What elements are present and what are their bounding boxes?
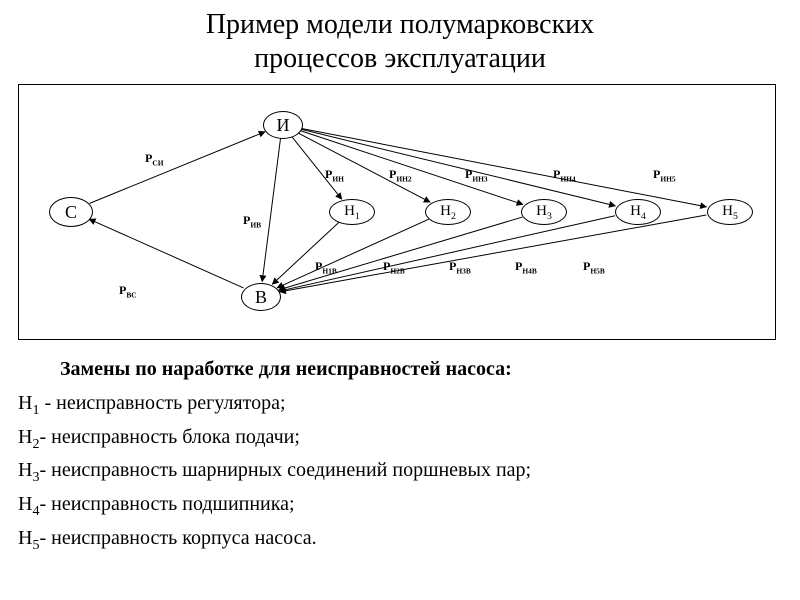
edge-label-V-C: РВС <box>119 283 137 299</box>
subtitle: Замены по наработке для неисправностей н… <box>60 358 512 381</box>
fault-sep: - <box>39 527 51 549</box>
fault-row-3: Н3- неисправность шарнирных соединений п… <box>18 455 531 489</box>
node-h1: Н1 <box>329 199 375 225</box>
fault-key: Н2 <box>18 426 39 448</box>
fault-text: неисправность регулятора; <box>56 392 285 414</box>
edge-label-I-H3: РИН3 <box>465 167 488 183</box>
title-line-2: процессов эксплуатации <box>254 43 546 74</box>
edge-C-I <box>90 132 265 204</box>
fault-sep: - <box>39 459 51 481</box>
fault-list: Н1 - неисправность регулятора;Н2- неиспр… <box>18 388 531 556</box>
fault-row-2: Н2- неисправность блока подачи; <box>18 422 531 456</box>
edge-label-H1-V: РН1В <box>315 259 337 275</box>
page-title: Пример модели полумарковских процессов э… <box>0 0 800 75</box>
fault-key: Н3 <box>18 459 39 481</box>
edge-label-H2-V: РН2В <box>383 259 405 275</box>
diagram-edges <box>19 85 775 339</box>
fault-key: Н4 <box>18 493 39 515</box>
fault-row-4: Н4- неисправность подшипника; <box>18 489 531 523</box>
fault-text: неисправность корпуса насоса. <box>51 527 316 549</box>
edge-V-C <box>89 219 243 288</box>
edge-label-I-H4: РИН4 <box>553 167 576 183</box>
edge-label-H5-V: РН5В <box>583 259 605 275</box>
node-i: И <box>263 111 303 139</box>
node-v: В <box>241 283 281 311</box>
edge-H2-V <box>277 219 429 288</box>
edge-H3-V <box>279 217 523 290</box>
edge-I-V <box>262 138 280 281</box>
edge-label-H4-V: РН4В <box>515 259 537 275</box>
fault-key: Н1 <box>18 392 39 414</box>
title-line-1: Пример модели полумарковских <box>206 9 594 40</box>
state-diagram: И С В Н1 Н2 Н3 Н4 Н5 РСИ РИВ РВС РИН РИН2 РИН3 РИН4 РИ… <box>18 84 776 340</box>
node-h5: Н5 <box>707 199 753 225</box>
node-h3: Н3 <box>521 199 567 225</box>
fault-text: неисправность шарнирных соединений поршн… <box>51 459 531 481</box>
edge-label-I-H2: РИН2 <box>389 167 412 183</box>
edge-label-C-I: РСИ <box>145 151 164 167</box>
edge-H5-V <box>280 215 707 292</box>
node-h4: Н4 <box>615 199 661 225</box>
edge-label-H3-V: РН3В <box>449 259 471 275</box>
edge-I-H5 <box>302 128 707 206</box>
fault-sep: - <box>39 392 56 414</box>
edge-H4-V <box>279 216 615 291</box>
edge-label-I-H5: РИН5 <box>653 167 676 183</box>
fault-row-5: Н5- неисправность корпуса насоса. <box>18 523 531 557</box>
edge-label-I-H1: РИН <box>325 167 344 183</box>
fault-sep: - <box>39 426 51 448</box>
fault-row-1: Н1 - неисправность регулятора; <box>18 388 531 422</box>
node-c: С <box>49 197 93 227</box>
node-h2: Н2 <box>425 199 471 225</box>
fault-sep: - <box>39 493 51 515</box>
fault-text: неисправность блока подачи; <box>51 426 300 448</box>
fault-text: неисправность подшипника; <box>51 493 295 515</box>
fault-key: Н5 <box>18 527 39 549</box>
edge-label-I-V: РИВ <box>243 213 261 229</box>
